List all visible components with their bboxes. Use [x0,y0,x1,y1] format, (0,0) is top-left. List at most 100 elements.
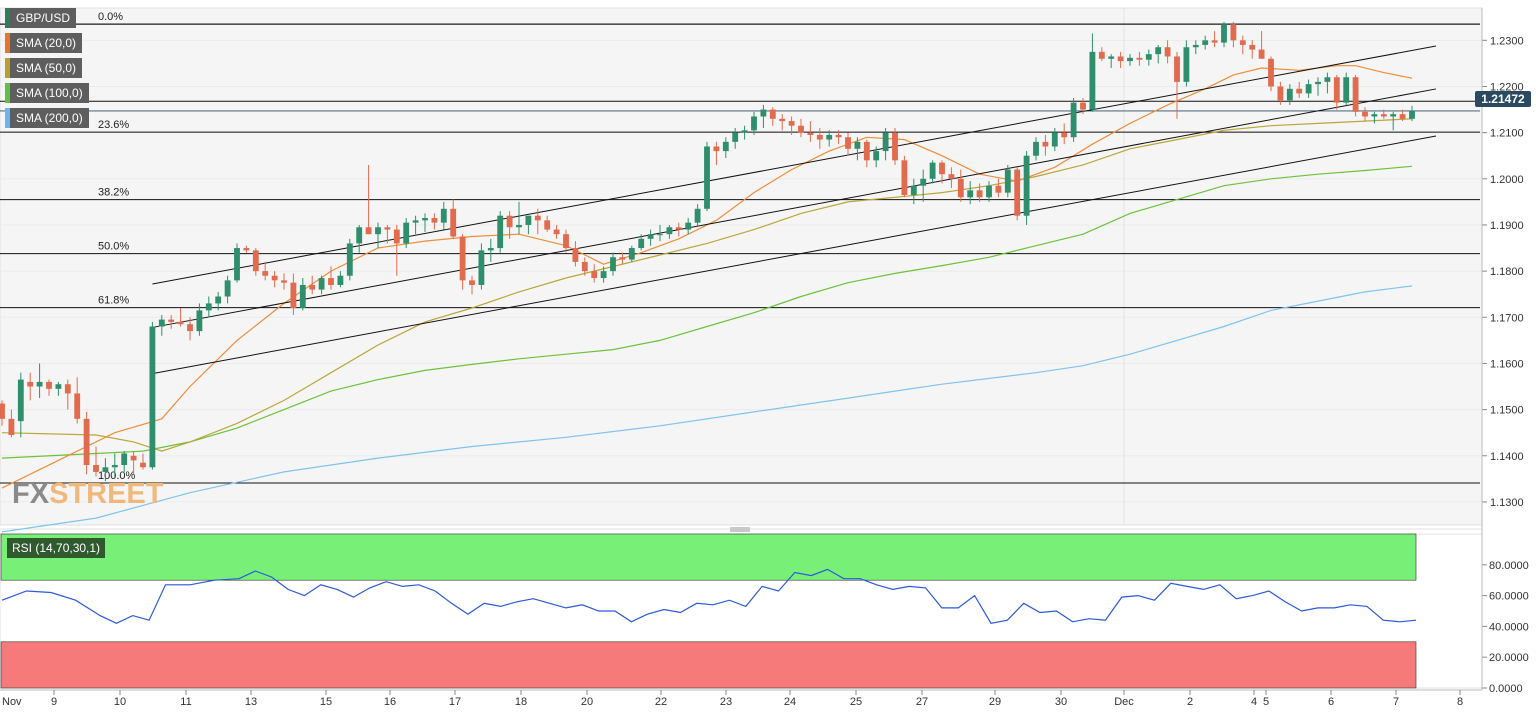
x-tick-label: 9 [51,696,57,708]
fib-label: 38.2% [98,187,129,199]
legend-item-sma20[interactable]: SMA (20,0) [5,33,89,53]
candle-bull [1390,114,1397,117]
rsi-tick-label: 60.0000 [1489,591,1529,603]
candle-bull [487,248,494,251]
sma100-line [1,165,1413,459]
candle-bull [17,379,24,422]
fib-label: 0.0% [98,11,123,23]
candle-bull [440,208,447,223]
legend-label: SMA (100,0) [10,83,89,103]
rsi-zones [0,533,1417,689]
candle-bull [1051,132,1058,147]
candle-bull [1127,57,1133,62]
candle-bear [64,384,71,394]
trend-line [152,135,1437,375]
x-tick-label: 18 [515,696,527,708]
candle-bull [929,162,936,179]
y-axis: 1.2300 1.2200 1.2100 1.2000 1.1900 1.1800 1.17… [1481,8,1529,695]
legend-label: GBP/USD [10,8,77,28]
candle-bull [1371,114,1378,117]
candle-bear [1061,132,1068,138]
candle-bear [1277,86,1284,101]
trend-line [152,45,1437,285]
candle-bull [1409,110,1415,119]
x-tick-label: 6 [1328,696,1334,708]
legend-item-sma100[interactable]: SMA (100,0) [5,83,89,103]
price-tick-label: 1.1300 [1490,497,1524,509]
candle-bear [46,381,52,389]
candle-bear [1258,49,1265,59]
candle-bull [638,238,645,249]
trend-channel [152,45,1437,375]
candle-bull [215,296,222,304]
candle-bull [610,257,616,272]
x-tick-label: 24 [784,696,796,708]
candle-bear [252,250,259,272]
candle-bull [299,284,306,309]
candle-bull [121,453,128,465]
candle-bull [854,141,861,149]
candle-bull [346,243,353,276]
current-price-badge: 1.21472 [1475,91,1531,107]
candle-bull [694,208,701,223]
legend-swatch [5,8,10,28]
legend-label: SMA (200,0) [10,108,89,128]
candle-bear [1117,56,1124,62]
candle-bull [111,464,118,468]
candle-bear [187,324,193,332]
candle-bear [1164,47,1171,57]
candle-bull [910,185,917,195]
candle-bull [666,227,673,235]
price-tick-label: 1.2200 [1490,81,1524,93]
price-tick-label: 1.1500 [1490,405,1524,417]
price-tick-label: 1.2000 [1490,174,1524,186]
panel-resize-handle[interactable] [730,527,750,532]
candle-bear [1268,58,1274,87]
candle-bull [1145,54,1152,60]
candle-bull [478,250,485,285]
candle-bear [1333,77,1340,103]
legend-item-gbpusd[interactable]: GBP/USD [5,8,89,28]
candle-bull [356,227,363,244]
candle-bear [1352,77,1359,112]
price-tick-label: 1.2300 [1490,35,1524,47]
legend-swatch [5,83,10,103]
candle-bull [873,151,880,161]
candle-bear [1211,40,1218,43]
candle-bear [1362,111,1368,117]
fib-label: 100.0% [98,470,136,482]
candle-bear [1399,114,1406,119]
candle-bull [704,146,710,209]
x-tick-label: 11 [180,696,191,708]
legend-swatch [5,33,10,53]
candle-bull [1023,155,1030,216]
candle-bear [393,229,400,244]
candle-bear [1296,88,1303,94]
x-axis: Nov 9 10 11 13 15 16 17 18 20 22 23 24 25 27 29 30 Dec 2 4 5… [0,689,1482,708]
candle-bear [281,280,287,283]
candle-bear [27,381,34,387]
sma20-line [1,65,1413,489]
candle-bear [1098,51,1105,59]
legend-item-sma50[interactable]: SMA (50,0) [5,58,89,78]
candle-bull [628,248,635,260]
candle-bull [1286,88,1293,101]
x-tick-label: 5 [1263,696,1269,708]
candle-bull [1343,77,1350,103]
candle-bear [976,190,983,198]
candle-bear [243,248,250,251]
x-tick-label: Nov [2,696,22,708]
candle-bear [553,229,560,235]
candle-bear [581,261,588,272]
candle-bull [196,310,203,332]
candle-bear [74,393,81,419]
candle-bear [563,234,569,249]
legend-item-sma200[interactable]: SMA (200,0) [5,108,89,128]
rsi-legend-label[interactable]: RSI (14,70,30,1) [7,538,106,558]
legend-swatch [5,58,10,78]
fxstreet-watermark: FXSTREET [12,478,163,511]
candle-bear [957,178,964,198]
candle-bear [262,271,269,276]
x-tick-label: 4 [1251,696,1257,708]
